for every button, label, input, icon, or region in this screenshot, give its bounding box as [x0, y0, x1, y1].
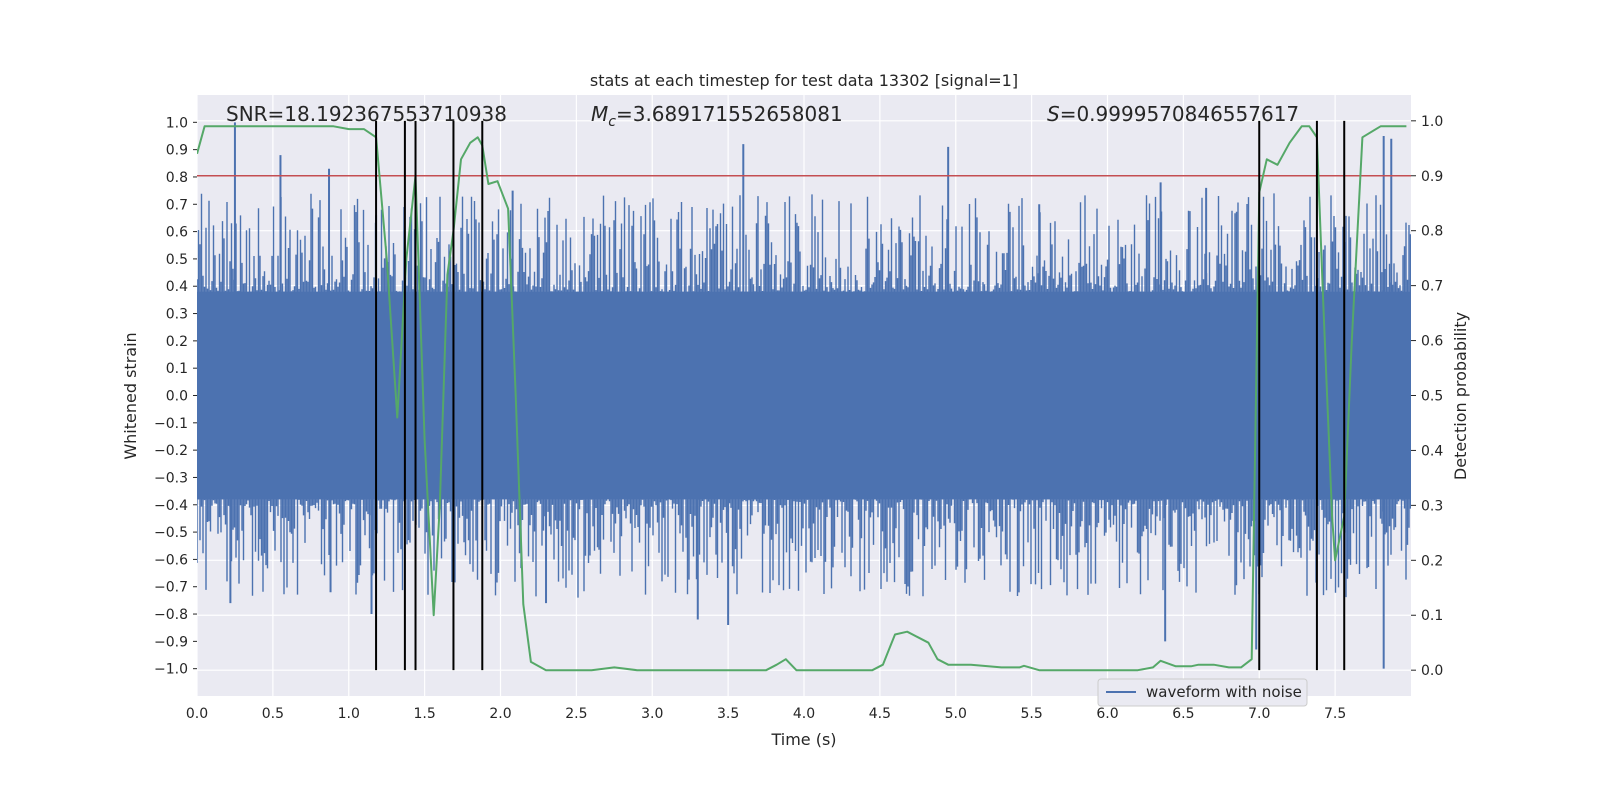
y-tick-label: −1.0 — [154, 662, 188, 678]
x-tick-label: 3.0 — [641, 706, 663, 722]
y-tick-label: −0.2 — [154, 443, 188, 459]
x-tick-label: 5.5 — [1020, 706, 1042, 722]
chart-title: stats at each timestep for test data 133… — [590, 71, 1018, 90]
y2-tick-label: 0.7 — [1421, 279, 1443, 295]
probability-series — [197, 125, 1407, 672]
chirp-mass-symbol: M — [591, 102, 608, 126]
waveform-noise — [197, 193, 1411, 598]
y2-tick-label: 0.4 — [1421, 443, 1443, 459]
y-tick-label: −0.5 — [154, 525, 188, 541]
chirp-mass-subscript: c — [608, 114, 616, 130]
chirp-mass-annotation: Mc=3.689171552658081 — [591, 102, 843, 130]
y2-tick-label: 0.1 — [1421, 608, 1443, 624]
snr-annotation: SNR=18.192367553710938 — [226, 102, 507, 126]
x-tick-label: 7.0 — [1248, 706, 1270, 722]
y2-tick-label: 0.9 — [1421, 169, 1443, 185]
trigger-lines — [375, 120, 1346, 671]
legend: waveform with noise — [1097, 678, 1308, 707]
y-axis-right-ticks: 1.0 0.9 0.8 0.7 0.6 0.5 0.4 0.3 0.2 0.1 0.0 — [1411, 114, 1443, 679]
y-tick-label: 0.2 — [166, 334, 188, 350]
x-tick-label: 4.5 — [869, 706, 891, 722]
x-axis-ticks: 0.0 0.5 1.0 1.5 2.0 2.5 3.0 3.5 4.0 4.5 5.0 5.5 6.0 6… — [186, 706, 1346, 722]
y-tick-label: 0.6 — [166, 225, 188, 241]
y-tick-label: −0.4 — [154, 498, 188, 514]
score-annotation: S=0.9999570846557617 — [1047, 102, 1299, 126]
y-axis-left-ticks: 1.0 0.9 0.8 0.7 0.6 0.5 0.4 0.3 0.2 0.1 0.0 −0.1 −0.… — [154, 115, 197, 678]
x-tick-label: 6.0 — [1096, 706, 1118, 722]
x-tick-label: 3.5 — [717, 706, 739, 722]
x-tick-label: 0.5 — [262, 706, 284, 722]
y-tick-label: 0.8 — [166, 170, 188, 186]
y-tick-label: −0.6 — [154, 552, 188, 568]
y-tick-label: 1.0 — [166, 115, 188, 131]
chirp-mass-value: =3.689171552658081 — [616, 102, 843, 126]
y-tick-label: −0.7 — [154, 580, 188, 596]
y-tick-label: 0.9 — [166, 143, 188, 159]
y-tick-label: 0.1 — [166, 361, 188, 377]
x-tick-label: 5.0 — [945, 706, 967, 722]
y-tick-label: 0.0 — [166, 389, 188, 405]
y2-tick-label: 0.3 — [1421, 498, 1443, 514]
x-tick-label: 7.5 — [1324, 706, 1346, 722]
y2-axis-label: Detection probability — [1451, 312, 1470, 480]
x-tick-label: 6.5 — [1172, 706, 1194, 722]
y-tick-label: 0.5 — [166, 252, 188, 268]
score-value: =0.9999570846557617 — [1060, 102, 1299, 126]
y2-tick-label: 0.8 — [1421, 224, 1443, 240]
y-tick-label: 0.3 — [166, 307, 188, 323]
y-tick-label: 0.4 — [166, 279, 188, 295]
y2-tick-label: 0.6 — [1421, 334, 1443, 350]
legend-label: waveform with noise — [1146, 683, 1302, 701]
y-tick-label: −0.3 — [154, 470, 188, 486]
y2-tick-label: 0.2 — [1421, 553, 1443, 569]
x-tick-label: 1.0 — [338, 706, 360, 722]
x-axis-label: Time (s) — [770, 730, 836, 749]
y-tick-label: −0.1 — [154, 416, 188, 432]
legend-box — [1097, 678, 1308, 707]
y2-tick-label: 0.0 — [1421, 663, 1443, 679]
x-tick-label: 0.0 — [186, 706, 208, 722]
score-symbol: S — [1047, 102, 1060, 126]
y2-tick-label: 1.0 — [1421, 114, 1443, 130]
y-tick-label: −0.9 — [154, 634, 188, 650]
y-tick-label: 0.7 — [166, 197, 188, 213]
y-tick-label: −0.8 — [154, 607, 188, 623]
x-tick-label: 2.5 — [565, 706, 587, 722]
probability-line — [197, 125, 1407, 672]
y-axis-label: Whitened strain — [121, 332, 140, 459]
x-tick-label: 2.0 — [489, 706, 511, 722]
x-tick-label: 4.0 — [793, 706, 815, 722]
x-tick-label: 1.5 — [413, 706, 435, 722]
y2-tick-label: 0.5 — [1421, 389, 1443, 405]
